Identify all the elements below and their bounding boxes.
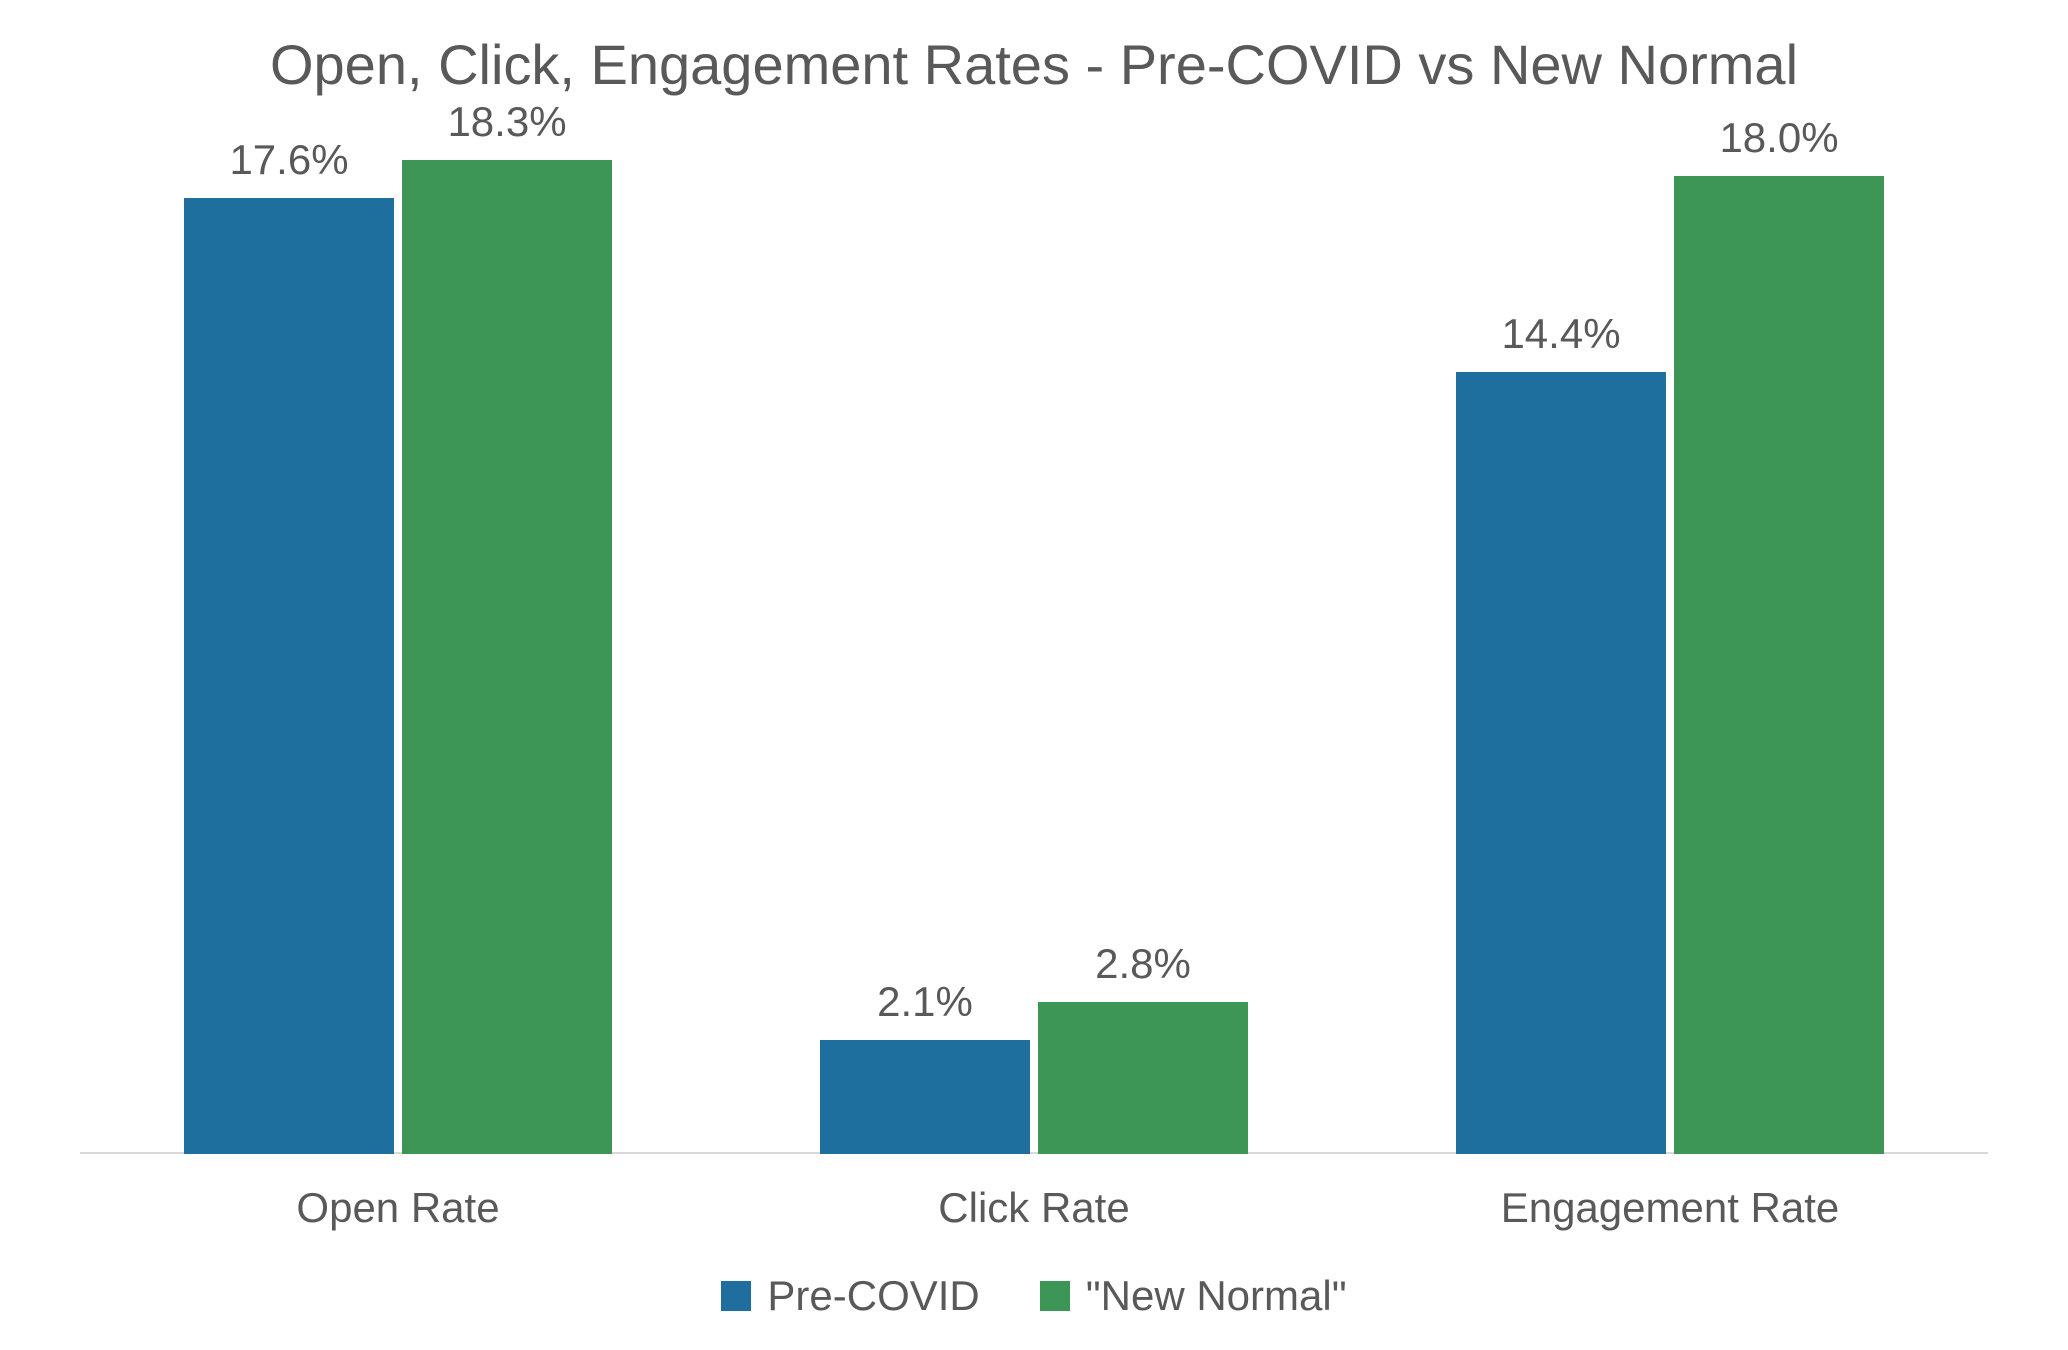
bar-value-label: 2.1%: [877, 978, 973, 1026]
bar-column: 2.1%: [820, 24, 1030, 1154]
chart-container: Open, Click, Engagement Rates - Pre-COVI…: [0, 0, 2068, 1350]
category-label: Engagement Rate: [1352, 1184, 1988, 1232]
legend-label: Pre-COVID: [767, 1272, 979, 1320]
bar-group: 2.1% 2.8%: [716, 24, 1352, 1154]
bar-value-label: 18.0%: [1719, 114, 1838, 162]
bar-value-label: 2.8%: [1095, 940, 1191, 988]
legend-item: "New Normal": [1040, 1272, 1347, 1320]
legend-label: "New Normal": [1086, 1272, 1347, 1320]
bar-column: 17.6%: [184, 24, 394, 1154]
legend-swatch: [1040, 1281, 1070, 1311]
bar-value-label: 14.4%: [1501, 310, 1620, 358]
bar-column: 2.8%: [1038, 24, 1248, 1154]
bar: [820, 1040, 1030, 1154]
category-label: Open Rate: [80, 1184, 716, 1232]
bar: [1038, 1002, 1248, 1154]
bar-value-label: 17.6%: [229, 136, 348, 184]
bar-group: 14.4% 18.0%: [1352, 24, 1988, 1154]
bar-column: 18.0%: [1674, 24, 1884, 1154]
bar-value-label: 18.3%: [447, 98, 566, 146]
legend: Pre-COVID "New Normal": [40, 1272, 2028, 1320]
bar-column: 14.4%: [1456, 24, 1666, 1154]
bar-groups: 17.6%18.3%2.1%2.8%14.4%18.0%: [80, 120, 1988, 1154]
bar: [1456, 372, 1666, 1154]
bar: [184, 198, 394, 1154]
category-labels-row: Open RateClick RateEngagement Rate: [80, 1184, 1988, 1232]
legend-item: Pre-COVID: [721, 1272, 979, 1320]
bar-group: 17.6% 18.3%: [80, 24, 716, 1154]
bar-column: 18.3%: [402, 24, 612, 1154]
plot-area: 17.6%18.3%2.1%2.8%14.4%18.0%: [80, 120, 1988, 1154]
legend-swatch: [721, 1281, 751, 1311]
bar: [402, 160, 612, 1154]
bar: [1674, 176, 1884, 1154]
category-label: Click Rate: [716, 1184, 1352, 1232]
